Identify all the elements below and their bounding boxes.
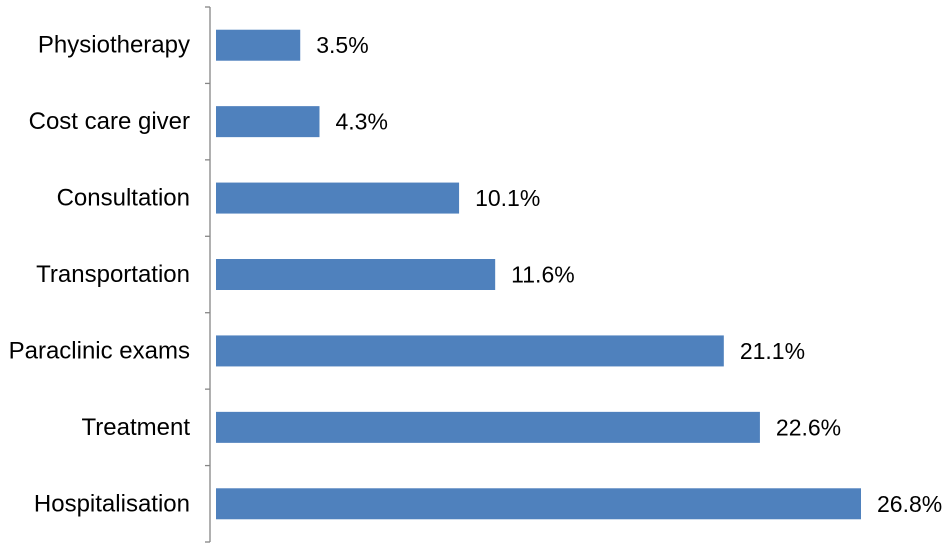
value-label: 22.6% [776, 414, 841, 440]
value-label: 26.8% [877, 491, 942, 517]
category-label: Consultation [57, 185, 190, 212]
category-label: Transportation [36, 261, 190, 288]
value-label: 4.3% [335, 109, 387, 135]
bars-layer [216, 29, 861, 520]
value-label: 11.6% [511, 262, 575, 288]
bar-treatment [216, 411, 760, 443]
bar-transportation [216, 259, 496, 290]
value-label: 21.1% [740, 338, 805, 364]
bar-hospitalisation [216, 488, 861, 520]
category-label: Treatment [82, 414, 191, 441]
value-label: 3.5% [316, 32, 368, 58]
category-label: Paraclinic exams [9, 337, 190, 364]
value-labels: 3.5% 4.3% 10.1% 11.6% 21.1% 22.6% 26.8% [316, 32, 942, 517]
category-label: Cost care giver [29, 108, 190, 135]
category-axis [205, 6, 211, 543]
bar-cost-care-giver [216, 106, 320, 138]
value-label: 10.1% [475, 185, 540, 211]
bar-consultation [216, 182, 460, 214]
category-label: Physiotherapy [38, 32, 190, 59]
category-label: Hospitalisation [34, 490, 190, 517]
bar-paraclinic-exams [216, 335, 724, 367]
bar-physiotherapy [216, 29, 301, 61]
category-labels: Physiotherapy Cost care giver Consultation… [9, 32, 191, 518]
